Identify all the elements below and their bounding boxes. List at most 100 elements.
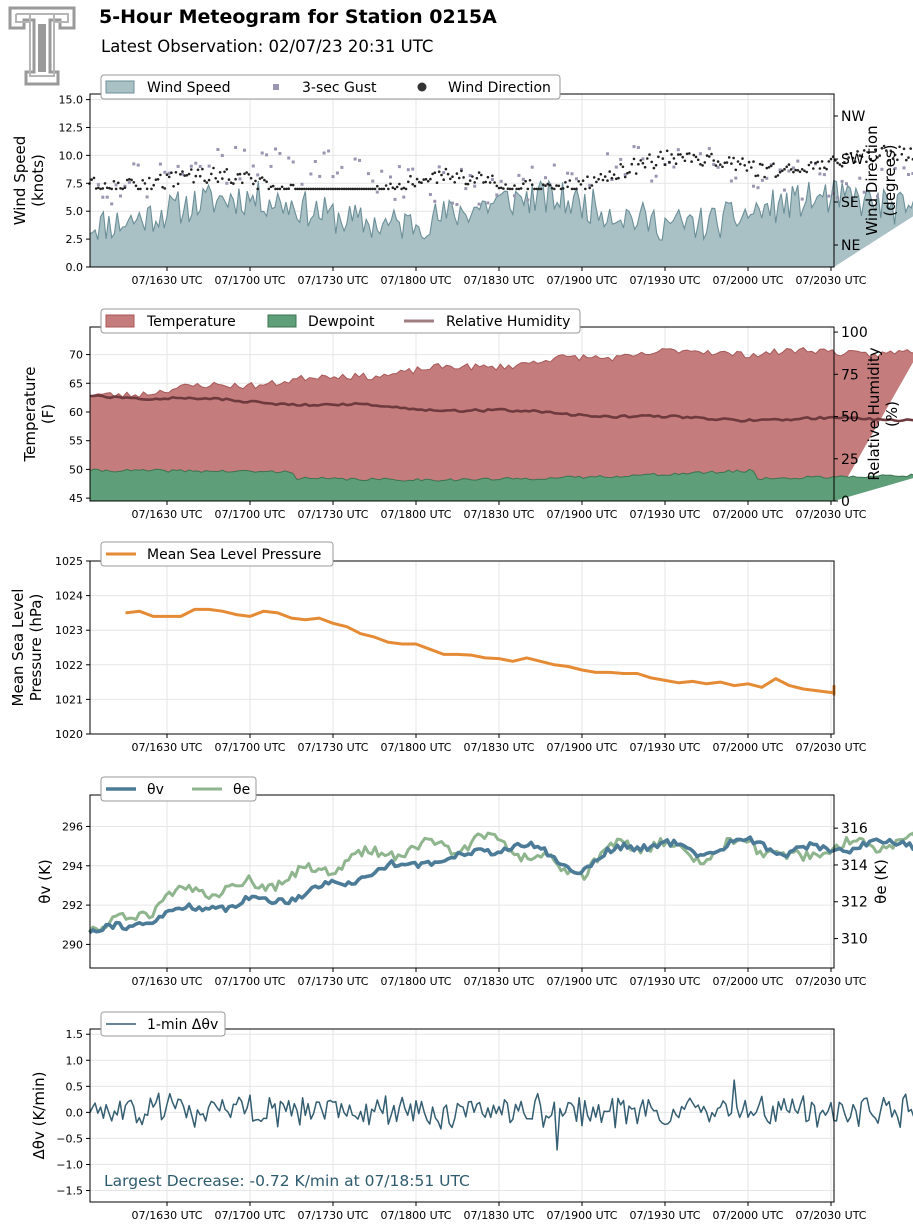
gust-marker	[845, 182, 848, 186]
wind-direction-marker	[442, 178, 446, 181]
wind-direction-marker	[271, 184, 275, 188]
wind-direction-marker	[227, 178, 231, 181]
y-tick-label: 50	[69, 463, 83, 476]
wind-direction-marker	[435, 181, 439, 184]
wind-direction-marker	[800, 168, 804, 171]
wind-direction-marker	[719, 163, 722, 166]
wind-direction-marker	[761, 163, 764, 167]
y-right-tick-label: NE	[841, 238, 860, 254]
wind-direction-swatch	[417, 82, 427, 92]
y-right-tick-label: SW	[841, 152, 864, 168]
wind-direction-marker	[94, 187, 98, 190]
wind-direction-marker	[648, 153, 651, 156]
wind-direction-marker	[165, 173, 169, 176]
wind-direction-marker	[499, 186, 503, 190]
y-right-tick-label: 310	[841, 932, 868, 948]
wind-direction-marker	[637, 162, 640, 166]
gust-marker	[575, 177, 578, 181]
wind-direction-marker	[902, 147, 906, 151]
wind-speed-swatch	[105, 80, 135, 94]
wind-direction-marker	[254, 179, 257, 183]
wind-direction-marker	[198, 174, 202, 178]
wind-direction-marker	[101, 187, 105, 190]
gust-marker	[114, 183, 118, 187]
wind-direction-marker	[369, 187, 372, 191]
y-tick-label: 1024	[55, 590, 83, 603]
wind-direction-marker	[612, 173, 616, 176]
wind-direction-marker	[145, 187, 149, 191]
wind-direction-marker	[125, 178, 129, 182]
wind-direction-marker	[517, 187, 521, 191]
wind-direction-marker	[143, 182, 147, 185]
wind-direction-marker	[885, 149, 888, 152]
wind-direction-marker	[778, 170, 782, 174]
wind-direction-marker	[495, 184, 499, 188]
y-tick-label: 60	[69, 406, 83, 419]
gust-marker	[654, 174, 658, 178]
gust-marker	[765, 176, 769, 180]
gust-marker	[530, 165, 534, 169]
wind-direction-marker	[907, 156, 910, 159]
gust-marker	[858, 176, 862, 180]
wind-direction-marker	[316, 187, 319, 191]
gust-marker	[318, 174, 322, 178]
wind-direction-marker	[745, 169, 749, 172]
y-tick-label: 1025	[55, 555, 83, 568]
x-tick-label: 07/1800 UTC	[380, 274, 451, 287]
wind-direction-marker	[787, 163, 791, 166]
figure-title: 5-Hour Meteogram for Station 0215A	[99, 6, 497, 28]
dewpoint-swatch	[267, 314, 297, 328]
gust-marker	[132, 162, 136, 166]
wind-direction-marker	[533, 187, 536, 191]
gust-marker	[291, 160, 295, 164]
gust-marker	[96, 183, 100, 187]
wind-direction-marker	[276, 187, 280, 191]
wind-direction-marker	[750, 166, 753, 169]
gust-marker	[876, 194, 879, 198]
wind-direction-marker	[854, 160, 857, 163]
wind-direction-marker	[351, 187, 355, 191]
wind-direction-marker	[681, 155, 684, 159]
wind-direction-marker	[772, 162, 775, 165]
gust-marker	[477, 202, 481, 206]
gust-marker	[672, 165, 676, 169]
wind-direction-marker	[741, 157, 744, 160]
largest-decrease-annotation: Largest Decrease: -0.72 K/min at 07/18:5…	[104, 1172, 470, 1190]
wind-direction-marker	[190, 168, 193, 171]
wind-direction-marker	[774, 175, 777, 178]
wind-direction-marker	[311, 187, 315, 191]
gust-marker	[402, 195, 406, 199]
wind-direction-marker	[632, 157, 636, 161]
gust-swatch	[273, 84, 279, 90]
wind-direction-marker	[504, 183, 507, 186]
gust-marker	[437, 165, 441, 169]
gust-marker	[406, 168, 410, 172]
wind-direction-marker	[105, 186, 109, 190]
gust-marker	[698, 152, 702, 156]
wind-direction-marker	[887, 159, 890, 162]
wind-direction-marker	[610, 176, 614, 180]
gust-marker	[327, 149, 331, 153]
wind-direction-marker	[449, 177, 452, 181]
gust-marker	[734, 176, 738, 180]
y-tick-label: 294	[62, 860, 83, 873]
wind-direction-marker	[586, 175, 589, 178]
wind-direction-marker	[630, 162, 634, 166]
gust-marker	[181, 172, 184, 176]
wind-direction-marker	[429, 177, 432, 181]
wind-direction-marker	[608, 170, 611, 173]
latest-observation: Latest Observation: 02/07/23 20:31 UTC	[101, 37, 433, 56]
wind-direction-marker	[176, 182, 180, 186]
y-tick-label: 1020	[55, 728, 83, 741]
wind-direction-marker	[796, 169, 800, 172]
gust-marker	[490, 178, 494, 181]
wind-direction-marker	[229, 181, 233, 184]
wind-direction-marker	[170, 171, 173, 174]
wind-direction-marker	[389, 182, 392, 186]
wind-direction-marker	[508, 187, 512, 191]
wind-direction-marker	[194, 174, 198, 178]
wind-direction-marker	[603, 175, 607, 178]
wind-direction-marker	[305, 187, 308, 191]
wind-direction-axis-label: Wind Direction(degrees)	[863, 125, 899, 235]
